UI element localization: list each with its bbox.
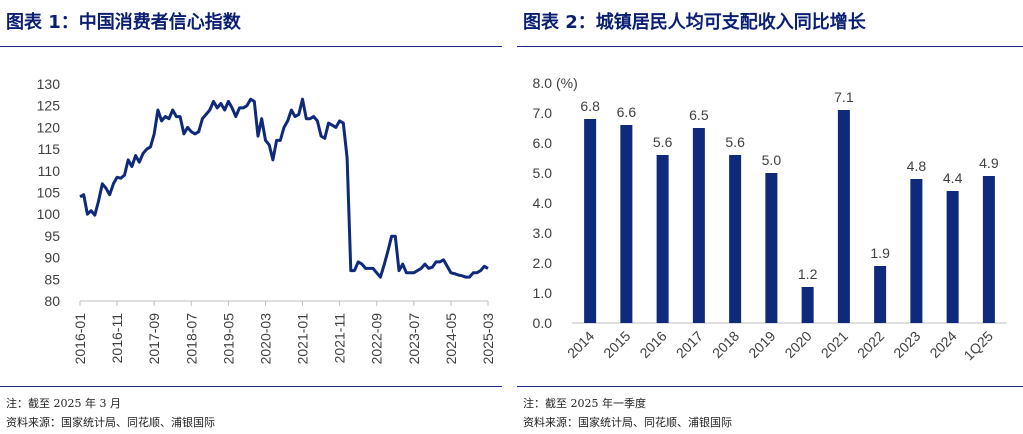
y-tick-label: 6.0 <box>533 135 553 151</box>
left-top-rule <box>0 46 502 47</box>
bar-chart-x-axis: 2014 2015 2016 2017 2018 2019 2020 2021 2022 2023… <box>564 322 1007 364</box>
right-source: 资料来源：国家统计局、同花顺、浦银国际 <box>523 416 732 429</box>
bar <box>982 176 995 323</box>
y-tick-label: 3.0 <box>533 225 553 241</box>
left-figure: 图表 1：中国消费者信心指数 80 85 90 95 100 105 110 115 120 12… <box>0 0 502 434</box>
left-title-text: 中国消费者信心指数 <box>78 12 241 33</box>
x-tick-label: 2021 <box>818 328 851 361</box>
x-tick-label: 2023-07 <box>406 313 422 365</box>
confidence-index-line <box>79 97 489 279</box>
x-tick-label: 1Q25 <box>960 328 996 364</box>
x-tick-label: 2025-03 <box>480 313 496 365</box>
bar <box>765 173 778 323</box>
x-tick-label: 2024 <box>926 328 959 361</box>
bar-data-label: 1.9 <box>870 245 890 261</box>
x-tick-label: 2024-05 <box>443 313 459 365</box>
y-tick-label: 2.0 <box>533 255 553 271</box>
y-tick-label: 95 <box>44 228 60 244</box>
line-chart-x-axis: 2016-01 2016-11 2017-09 2018-07 2019-05 2020-… <box>72 300 496 365</box>
y-tick-label: 100 <box>37 206 61 222</box>
bar <box>910 179 923 323</box>
y-tick-label: 80 <box>44 293 60 309</box>
bar <box>656 155 669 323</box>
bar <box>837 110 850 323</box>
bar-data-label: 4.9 <box>979 155 999 171</box>
y-tick-label: 4.0 <box>533 195 553 211</box>
right-title-label: 图表 2 <box>523 12 578 33</box>
bar-chart: 0.01.02.03.04.05.06.07.08.0 (%) 2014 2015 2… <box>533 75 1007 364</box>
y-tick-label: 115 <box>38 141 61 157</box>
right-figure: 图表 2：城镇居民人均可支配收入同比增长 0.0 1.0 2.0 3.0 4.0 5.0 6… <box>517 0 1023 434</box>
x-tick-label: 2014 <box>564 328 597 361</box>
x-tick-label: 2017 <box>673 328 706 361</box>
y-tick-label: 1.0 <box>533 285 553 301</box>
line-chart-y-axis: 80 85 90 95 100 105 110 115 120 125 130 <box>37 76 61 309</box>
y-tick-label: 105 <box>37 185 61 201</box>
bar-data-label: 6.5 <box>689 107 709 123</box>
bar-data-label: 4.4 <box>943 170 963 186</box>
x-tick-label: 2020-03 <box>257 313 273 365</box>
y-tick-label: 110 <box>38 163 61 179</box>
right-bottom-rule <box>517 386 1023 387</box>
right-note: 注：截至 2025 年一季度 <box>523 397 646 410</box>
x-tick-label: 2018 <box>709 328 742 361</box>
bar-data-label: 4.8 <box>907 158 927 174</box>
left-source: 资料来源：国家统计局、同花顺、浦银国际 <box>6 416 215 429</box>
bar <box>729 155 742 323</box>
x-tick-label: 2021-11 <box>332 313 348 364</box>
x-tick-label: 2015 <box>600 328 633 361</box>
left-title: 图表 1：中国消费者信心指数 <box>6 12 241 33</box>
x-tick-label: 2019 <box>745 328 778 361</box>
bar-data-label: 5.6 <box>725 134 745 150</box>
left-note: 注：截至 2025 年 3 月 <box>6 397 121 410</box>
bar-data-label: 5.6 <box>653 134 673 150</box>
y-tick-label: 90 <box>44 250 60 266</box>
x-tick-label: 2022 <box>854 328 887 361</box>
x-tick-label: 2020 <box>781 328 814 361</box>
bar-data-label: 7.1 <box>834 89 854 105</box>
bar <box>874 266 887 323</box>
y-tick-label: 8.0 <box>533 75 553 91</box>
left-title-label: 图表 1 <box>6 12 61 33</box>
y-tick-label: 120 <box>37 119 61 135</box>
x-tick-label: 2021-01 <box>295 313 311 365</box>
bar-chart-y-axis: 0.0 1.0 2.0 3.0 4.0 5.0 6.0 7.0 8.0 (%) <box>533 75 578 331</box>
x-tick-label: 2016 <box>636 328 669 361</box>
y-unit-label: (%) <box>556 75 578 91</box>
right-title-text: 城镇居民人均可支配收入同比增长 <box>595 12 866 33</box>
bar <box>801 287 814 323</box>
x-tick-label: 2016-11 <box>109 313 125 364</box>
bar-data-label: 1.2 <box>798 266 818 282</box>
bar <box>584 119 597 323</box>
x-tick-label: 2018-07 <box>183 313 199 365</box>
x-tick-label: 2016-01 <box>72 313 88 365</box>
right-top-rule <box>517 46 1023 47</box>
left-bottom-rule <box>0 386 502 387</box>
x-tick-label: 2022-09 <box>369 313 385 365</box>
y-tick-label: 7.0 <box>533 105 553 121</box>
x-tick-label: 2019-05 <box>220 313 236 365</box>
y-tick-label: 130 <box>37 76 61 92</box>
bar-data-label: 6.8 <box>580 98 600 114</box>
bar <box>692 128 705 323</box>
bar-data-label: 6.6 <box>617 104 637 120</box>
bar <box>946 191 959 323</box>
y-tick-label: 85 <box>44 271 60 287</box>
y-tick-label: 5.0 <box>533 165 553 181</box>
x-tick-label: 2017-09 <box>146 313 162 365</box>
y-tick-label: 0.0 <box>533 315 553 331</box>
y-tick-label: 125 <box>37 98 61 114</box>
right-title: 图表 2：城镇居民人均可支配收入同比增长 <box>523 12 866 33</box>
line-chart-plot <box>79 97 489 279</box>
x-tick-label: 2023 <box>890 328 923 361</box>
bar <box>620 125 633 323</box>
bar-data-label: 5.0 <box>762 152 782 168</box>
bar-chart-plot: 6.8 6.6 5.6 6.5 5.6 5.0 1.2 7.1 1.9 4.8 4.4 4.9 <box>580 89 999 323</box>
